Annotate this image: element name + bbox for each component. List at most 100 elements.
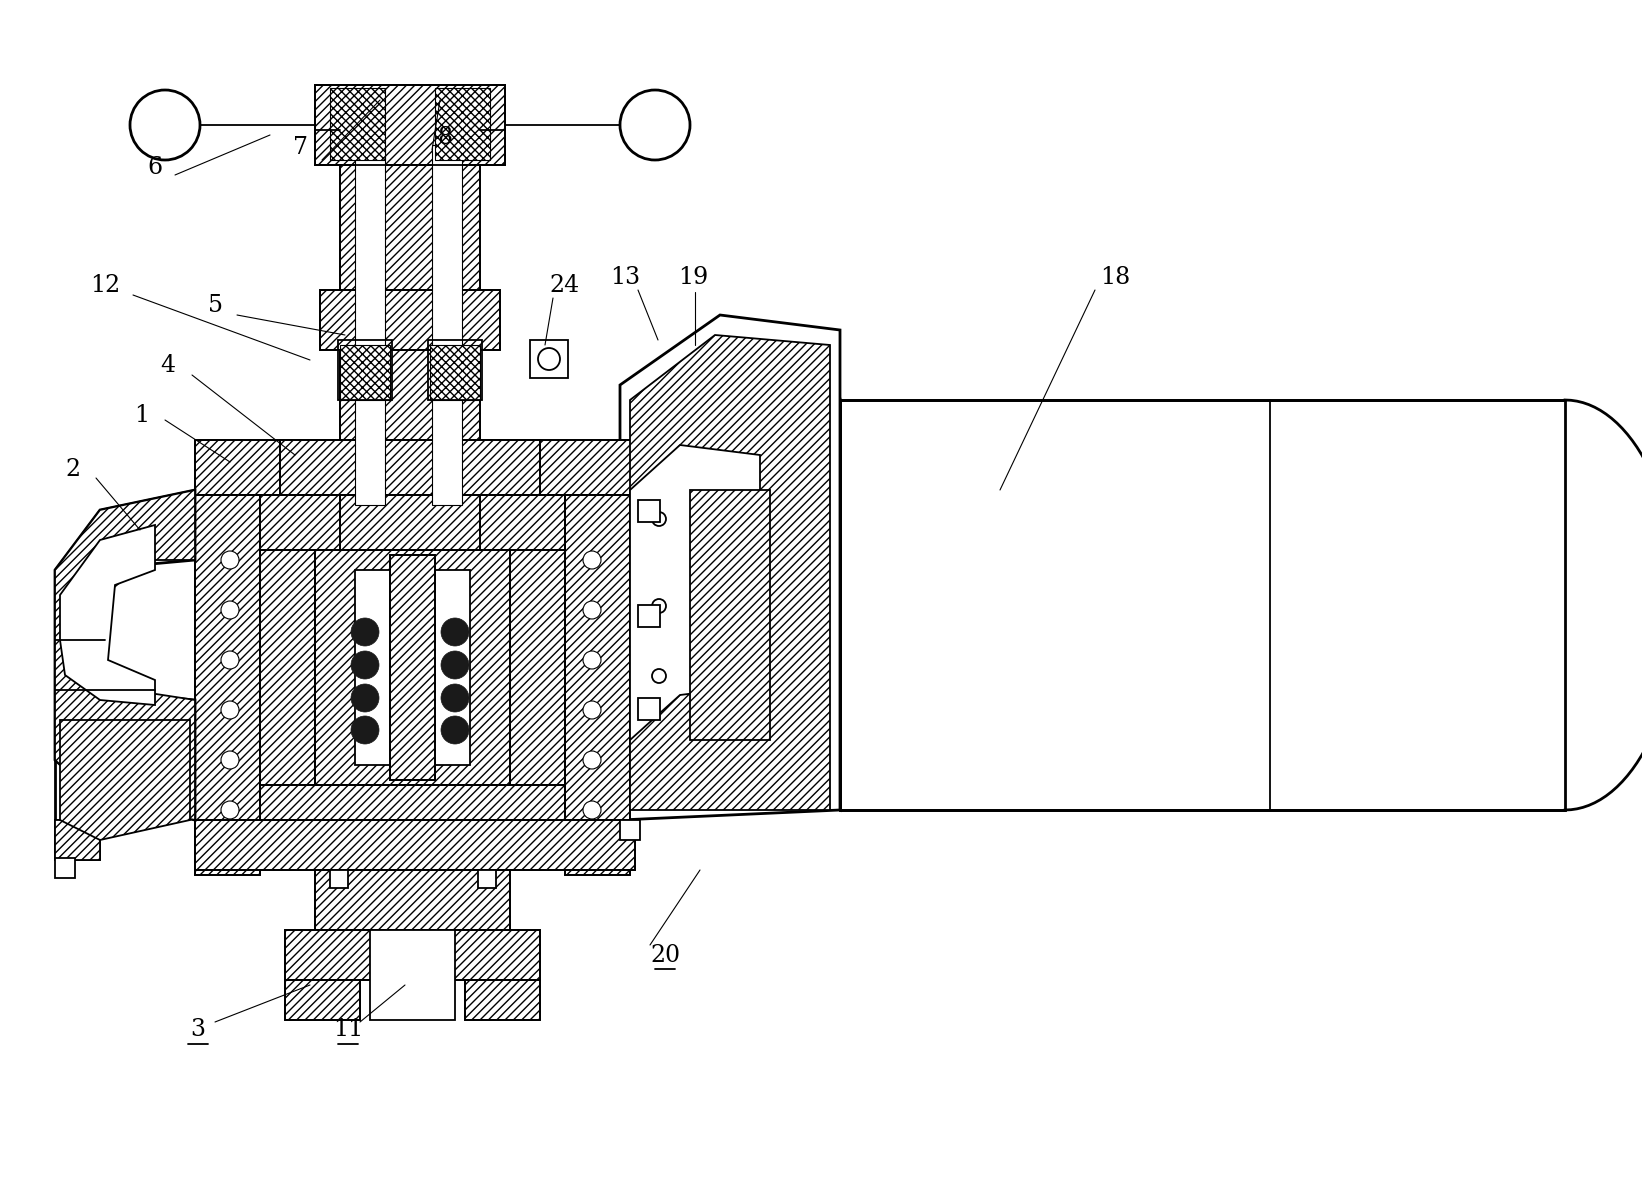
Polygon shape bbox=[699, 400, 841, 810]
Text: 8: 8 bbox=[437, 126, 453, 150]
Bar bbox=[195, 495, 259, 875]
Bar bbox=[315, 869, 511, 930]
Bar bbox=[330, 869, 348, 888]
Bar bbox=[565, 495, 631, 875]
Bar bbox=[478, 869, 496, 888]
Bar bbox=[259, 785, 565, 819]
Polygon shape bbox=[61, 525, 154, 705]
Text: 24: 24 bbox=[550, 274, 580, 297]
Text: 1: 1 bbox=[135, 404, 149, 426]
Polygon shape bbox=[54, 490, 195, 819]
Bar bbox=[259, 495, 315, 819]
Bar bbox=[281, 439, 540, 495]
Polygon shape bbox=[54, 490, 195, 819]
Bar bbox=[565, 495, 631, 875]
Bar bbox=[286, 930, 540, 980]
Circle shape bbox=[222, 802, 240, 819]
Bar bbox=[315, 550, 511, 785]
Polygon shape bbox=[631, 335, 829, 810]
Circle shape bbox=[351, 651, 379, 679]
Bar bbox=[195, 495, 259, 875]
Bar bbox=[315, 550, 511, 785]
Bar bbox=[338, 339, 392, 400]
Bar bbox=[631, 490, 704, 740]
Bar bbox=[465, 980, 540, 1019]
Bar bbox=[639, 500, 660, 522]
Bar bbox=[391, 555, 435, 780]
Bar bbox=[286, 980, 360, 1019]
Text: 20: 20 bbox=[650, 943, 680, 967]
Circle shape bbox=[222, 651, 240, 669]
Bar bbox=[649, 509, 670, 530]
Bar bbox=[54, 858, 76, 878]
Circle shape bbox=[351, 716, 379, 744]
Bar bbox=[330, 88, 384, 160]
Bar bbox=[195, 819, 635, 869]
Bar bbox=[391, 555, 435, 780]
Bar bbox=[195, 439, 635, 495]
Text: 2: 2 bbox=[66, 459, 80, 481]
Text: 7: 7 bbox=[292, 137, 307, 160]
Bar bbox=[315, 869, 511, 930]
Circle shape bbox=[130, 91, 200, 160]
Bar bbox=[259, 785, 565, 819]
Bar bbox=[340, 345, 391, 400]
Polygon shape bbox=[61, 721, 190, 840]
Circle shape bbox=[583, 802, 601, 819]
Circle shape bbox=[442, 651, 470, 679]
Bar bbox=[320, 289, 501, 350]
Bar bbox=[511, 495, 565, 819]
Text: 18: 18 bbox=[1100, 267, 1130, 289]
Bar bbox=[649, 665, 670, 687]
Bar bbox=[841, 400, 1565, 810]
Bar bbox=[54, 819, 100, 860]
Bar bbox=[432, 145, 461, 505]
Bar bbox=[320, 289, 501, 350]
Bar bbox=[259, 495, 565, 550]
Text: 3: 3 bbox=[190, 1018, 205, 1041]
Text: 12: 12 bbox=[90, 274, 120, 297]
Text: 5: 5 bbox=[207, 293, 223, 317]
Bar bbox=[530, 339, 568, 378]
Bar bbox=[465, 980, 540, 1019]
Text: 4: 4 bbox=[161, 354, 176, 376]
Bar bbox=[281, 439, 540, 495]
Bar bbox=[435, 88, 489, 160]
Circle shape bbox=[222, 601, 240, 619]
Bar bbox=[355, 145, 384, 505]
Polygon shape bbox=[621, 314, 841, 819]
Circle shape bbox=[583, 601, 601, 619]
Bar bbox=[315, 85, 506, 166]
Text: 19: 19 bbox=[678, 267, 708, 289]
Bar bbox=[690, 490, 770, 740]
Circle shape bbox=[583, 701, 601, 719]
Circle shape bbox=[222, 551, 240, 569]
Polygon shape bbox=[631, 445, 760, 740]
Circle shape bbox=[621, 91, 690, 160]
Circle shape bbox=[583, 551, 601, 569]
Circle shape bbox=[442, 684, 470, 712]
Bar bbox=[511, 495, 565, 819]
Circle shape bbox=[652, 599, 667, 613]
Circle shape bbox=[583, 752, 601, 769]
Bar bbox=[355, 570, 470, 765]
Bar bbox=[259, 495, 315, 819]
Circle shape bbox=[351, 618, 379, 646]
Text: 13: 13 bbox=[609, 267, 640, 289]
Circle shape bbox=[442, 716, 470, 744]
Bar bbox=[621, 819, 640, 840]
Bar bbox=[259, 495, 565, 550]
Bar bbox=[430, 345, 479, 400]
Bar bbox=[639, 605, 660, 626]
Circle shape bbox=[652, 512, 667, 526]
Bar bbox=[340, 130, 479, 550]
Circle shape bbox=[222, 752, 240, 769]
Circle shape bbox=[652, 669, 667, 682]
Bar bbox=[649, 596, 670, 617]
Circle shape bbox=[442, 618, 470, 646]
Bar bbox=[429, 339, 483, 400]
Bar bbox=[195, 819, 635, 869]
Bar bbox=[315, 85, 506, 166]
Bar bbox=[315, 550, 511, 785]
Text: 6: 6 bbox=[148, 156, 163, 179]
